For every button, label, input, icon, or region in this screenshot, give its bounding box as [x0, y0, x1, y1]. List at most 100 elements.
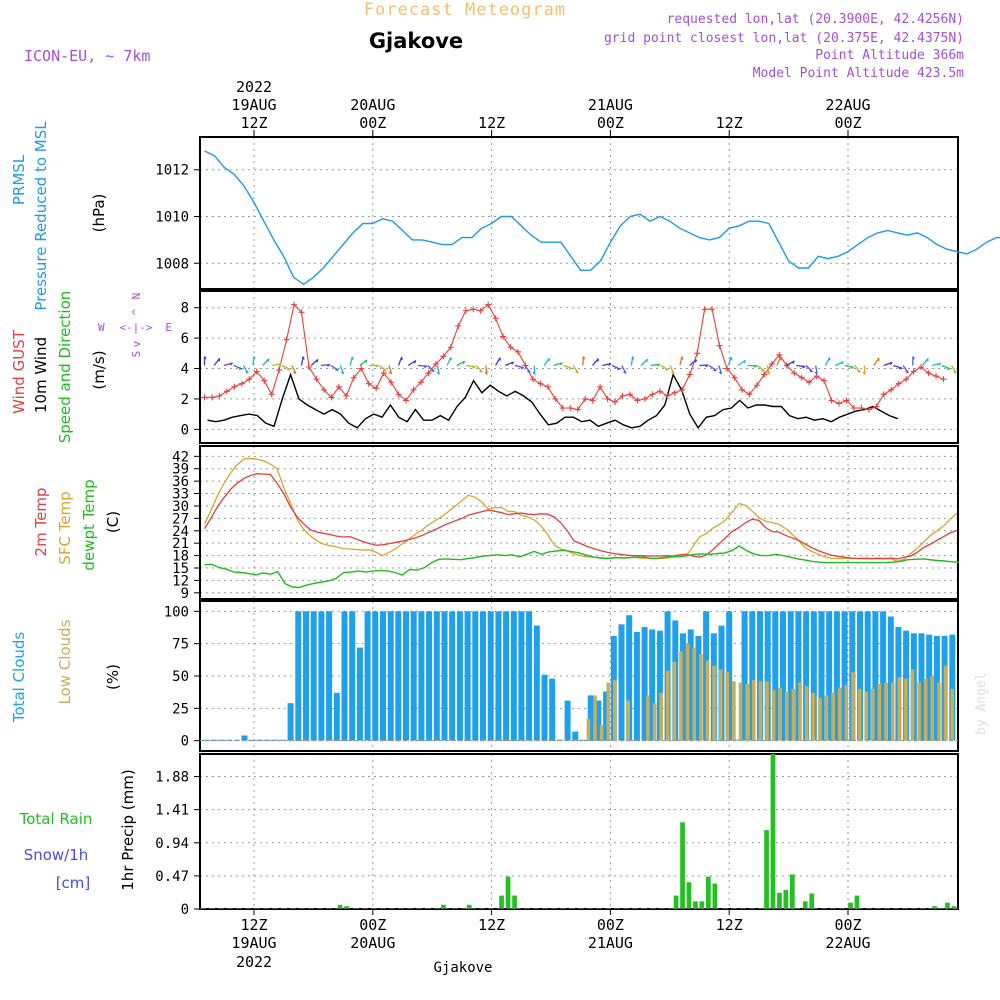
- top-time-label: 00Z: [597, 114, 624, 132]
- gust-marker: [903, 376, 910, 383]
- rain-bar: [809, 893, 815, 909]
- rain-bar: [673, 895, 679, 909]
- low-cloud-bar: [606, 682, 611, 741]
- low-cloud-bar: [884, 682, 888, 741]
- gust-marker: [933, 373, 940, 380]
- total-cloud-bar: [495, 611, 502, 741]
- low-cloud-bar: [864, 691, 868, 741]
- gust-marker: [350, 374, 357, 381]
- total-cloud-bar: [541, 674, 548, 741]
- bottom-time-label: 00Z: [597, 916, 624, 934]
- wind-direction-arrow: [281, 364, 291, 371]
- low-cloud-bar: [791, 688, 796, 741]
- low-cloud-bar: [785, 691, 789, 741]
- faint-title: Forecast Meteogram: [364, 0, 566, 20]
- gust-marker: [238, 380, 245, 387]
- top-time-label: 00Z: [359, 114, 386, 132]
- wind-direction-arrow: [669, 365, 675, 375]
- gust-marker: [776, 351, 783, 358]
- ytick-label: 9: [181, 586, 189, 602]
- total-cloud-bar: [626, 615, 633, 741]
- gust-marker: [515, 348, 522, 355]
- wind-title-2: 10m Wind: [32, 337, 50, 413]
- location-title: Gjakove: [369, 29, 463, 53]
- rain-bar: [802, 901, 808, 910]
- wind-direction-arrow: [862, 365, 866, 375]
- rain-bar: [790, 874, 795, 909]
- compass-n-label: N: [130, 293, 143, 300]
- gust-marker: [850, 405, 857, 412]
- total-cloud-bar: [649, 629, 656, 741]
- low-cloud-bar: [890, 682, 895, 741]
- wind-direction-arrow: [747, 364, 758, 368]
- top-time-label: 12Z: [478, 114, 505, 132]
- total-cloud-bar: [272, 739, 279, 741]
- gust-marker: [731, 374, 738, 381]
- ytick-label: 2: [181, 392, 189, 408]
- wind-direction-arrow: [233, 364, 243, 370]
- total-cloud-bar: [918, 633, 925, 741]
- compass-n-arrow: ^: [130, 308, 143, 315]
- pressure-ylabel: (hPa): [90, 194, 108, 233]
- wind-direction-arrow: [475, 365, 483, 373]
- low-cloud-bar: [758, 681, 763, 741]
- total-cloud-bar: [656, 630, 663, 741]
- total-cloud-bar: [803, 611, 810, 741]
- gust-marker: [432, 360, 439, 367]
- top-date-label: 19AUG: [231, 96, 276, 114]
- low-cloud-bar: [692, 647, 696, 741]
- wind-direction-arrow: [786, 360, 795, 367]
- total-cloud-bar: [349, 611, 356, 741]
- low-cloud-bar: [732, 681, 736, 741]
- total-cloud-bar: [810, 611, 817, 741]
- gust-marker: [559, 405, 566, 412]
- wind-direction-arrow: [757, 364, 765, 372]
- low-cloud-bar: [831, 692, 835, 741]
- temp-title-2: SFC Temp: [56, 491, 74, 564]
- gust-marker: [597, 383, 604, 390]
- total-cloud-bar: [456, 611, 463, 741]
- total-cloud-bar: [533, 625, 540, 741]
- ytick-label: 18: [172, 549, 189, 565]
- ytick-label: 8: [181, 301, 189, 317]
- low-cloud-bar: [798, 682, 802, 741]
- gust-marker: [724, 365, 731, 372]
- rain-bar: [706, 876, 711, 909]
- low-cloud-bar: [586, 718, 591, 741]
- gust-marker: [828, 397, 835, 404]
- wind-direction-arrow: [436, 365, 440, 375]
- rain-bar: [441, 904, 446, 909]
- gust-marker: [604, 395, 611, 402]
- total-cloud-bar: [449, 611, 456, 741]
- pressure-series: [204, 150, 1000, 286]
- low-cloud-bar: [593, 695, 597, 741]
- wind-direction-arrow: [660, 364, 669, 371]
- precip-title-1: Total Rain: [19, 810, 93, 828]
- wind-direction-arrow: [572, 365, 579, 374]
- total-cloud-bar: [410, 611, 417, 741]
- gust-marker: [880, 391, 887, 398]
- total-cloud-bar: [833, 611, 840, 741]
- wind-direction-arrow: [796, 364, 806, 369]
- low-cloud-bar: [897, 677, 902, 741]
- wind-direction-arrow: [611, 364, 621, 371]
- ytick-label: 1008: [155, 256, 189, 272]
- bottom-time-label: 12Z: [716, 916, 743, 934]
- ytick-label: 75: [172, 637, 189, 653]
- wind-direction-arrow: [466, 364, 476, 369]
- rain-bar: [344, 906, 349, 909]
- low-cloud-bar: [910, 669, 915, 741]
- gust-marker: [447, 344, 454, 351]
- wind-direction-arrow: [369, 364, 379, 368]
- rain-bar: [777, 892, 782, 909]
- point-altitude: Point Altitude 366m: [815, 48, 964, 63]
- wind-direction-arrow: [532, 365, 536, 375]
- low-cloud-bar: [917, 682, 921, 741]
- ytick-label: 12: [172, 573, 189, 589]
- ytick-label: 100: [164, 604, 189, 620]
- total-cloud-bar: [549, 678, 556, 741]
- top-year: 2022: [236, 78, 272, 96]
- wind-direction-arrow: [824, 357, 831, 366]
- low-cloud-bar: [837, 687, 842, 741]
- low-cloud-bar: [857, 688, 862, 741]
